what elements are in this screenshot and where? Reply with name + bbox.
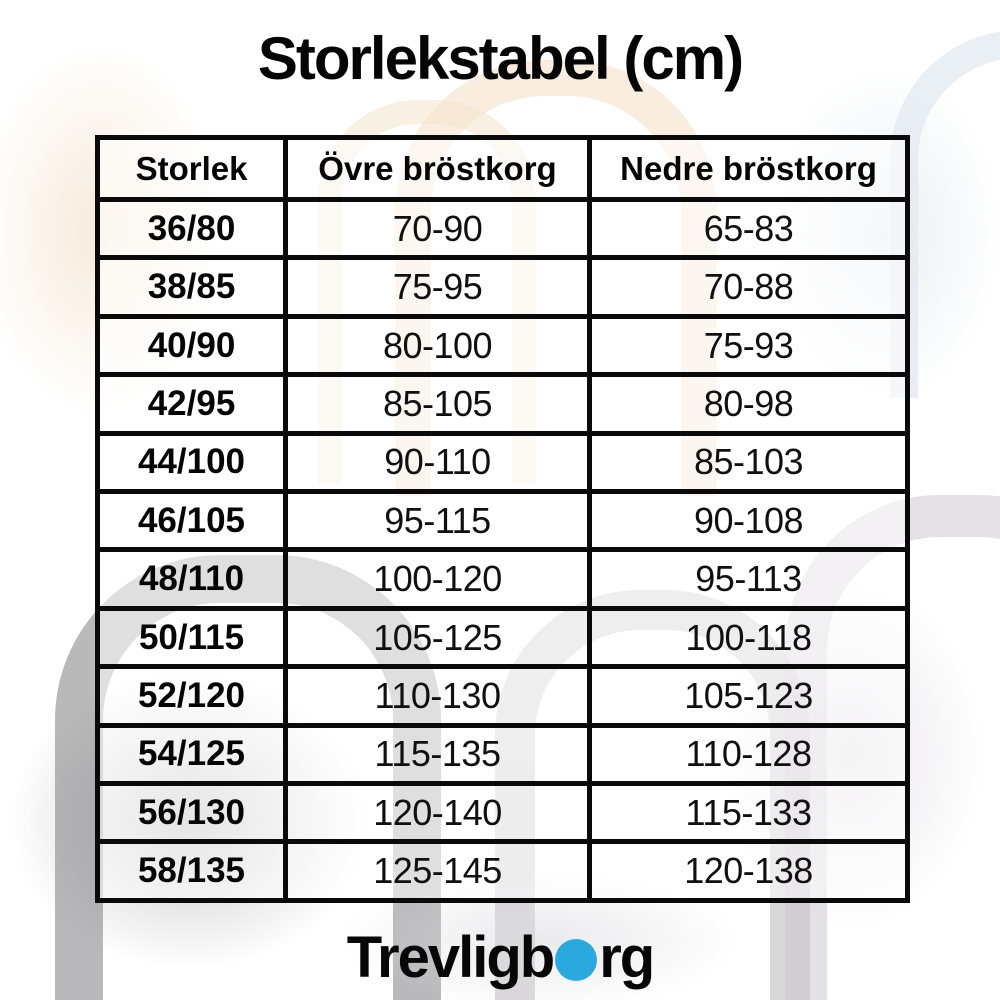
- lower-chest-cell: 115-133: [587, 781, 910, 845]
- upper-chest-cell: 75-95: [283, 255, 592, 319]
- size-cell: 54/125: [95, 722, 288, 787]
- header-size: Storlek: [95, 135, 288, 202]
- lower-chest-cell: 110-128: [587, 722, 910, 787]
- size-cell: 48/110: [95, 547, 288, 611]
- lower-chest-cell: 105-123: [587, 664, 910, 728]
- upper-chest-cell: 85-105: [283, 372, 592, 436]
- logo-text-prefix: Trevligb: [346, 925, 555, 991]
- page-title: Storlekstabel (cm): [257, 25, 744, 92]
- lower-chest-cell: 90-108: [587, 489, 910, 553]
- size-cell: 42/95: [95, 372, 288, 436]
- size-cell: 44/100: [95, 430, 288, 495]
- header-lower-chest: Nedre bröstkorg: [587, 135, 910, 202]
- size-cell: 52/120: [95, 664, 288, 728]
- table-row: 40/90 80-100 75-93: [95, 313, 910, 378]
- size-cell: 50/115: [95, 605, 288, 670]
- logo-text-suffix: rg: [599, 925, 655, 991]
- upper-chest-cell: 120-140: [283, 781, 592, 845]
- size-cell: 38/85: [95, 255, 288, 319]
- lower-chest-cell: 100-118: [587, 605, 910, 670]
- header-upper-chest: Övre bröstkorg: [283, 135, 592, 202]
- size-cell: 56/130: [95, 781, 288, 845]
- table-row: 42/95 85-105 80-98: [95, 372, 910, 436]
- upper-chest-cell: 125-145: [283, 839, 592, 903]
- upper-chest-cell: 95-115: [283, 489, 592, 553]
- table-row: 36/80 70-90 65-83: [95, 196, 910, 261]
- table-header-row: Storlek Övre bröstkorg Nedre bröstkorg: [95, 135, 910, 202]
- upper-chest-cell: 100-120: [283, 547, 592, 611]
- upper-chest-cell: 70-90: [283, 196, 592, 261]
- lower-chest-cell: 95-113: [587, 547, 910, 611]
- upper-chest-cell: 110-130: [283, 664, 592, 728]
- upper-chest-cell: 90-110: [283, 430, 592, 495]
- lower-chest-cell: 65-83: [587, 196, 910, 261]
- table-row: 50/115 105-125 100-118: [95, 605, 910, 670]
- table-row: 46/105 95-115 90-108: [95, 489, 910, 553]
- size-cell: 58/135: [95, 839, 288, 903]
- logo-o-dot-icon: [555, 939, 598, 982]
- lower-chest-cell: 70-88: [587, 255, 910, 319]
- size-cell: 40/90: [95, 313, 288, 378]
- table-row: 58/135 125-145 120-138: [95, 839, 910, 903]
- lower-chest-cell: 80-98: [587, 372, 910, 436]
- lower-chest-cell: 120-138: [587, 839, 910, 903]
- table-row: 56/130 120-140 115-133: [95, 781, 910, 845]
- size-table: Storlek Övre bröstkorg Nedre bröstkorg 3…: [95, 135, 910, 903]
- lower-chest-cell: 85-103: [587, 430, 910, 495]
- upper-chest-cell: 105-125: [283, 605, 592, 670]
- size-cell: 36/80: [95, 196, 288, 261]
- table-row: 52/120 110-130 105-123: [95, 664, 910, 728]
- brand-logo: Trevligb rg: [0, 926, 1000, 990]
- upper-chest-cell: 80-100: [283, 313, 592, 378]
- upper-chest-cell: 115-135: [283, 722, 592, 787]
- table-row: 44/100 90-110 85-103: [95, 430, 910, 495]
- size-cell: 46/105: [95, 489, 288, 553]
- lower-chest-cell: 75-93: [587, 313, 910, 378]
- table-row: 54/125 115-135 110-128: [95, 722, 910, 787]
- table-row: 48/110 100-120 95-113: [95, 547, 910, 611]
- table-row: 38/85 75-95 70-88: [95, 255, 910, 319]
